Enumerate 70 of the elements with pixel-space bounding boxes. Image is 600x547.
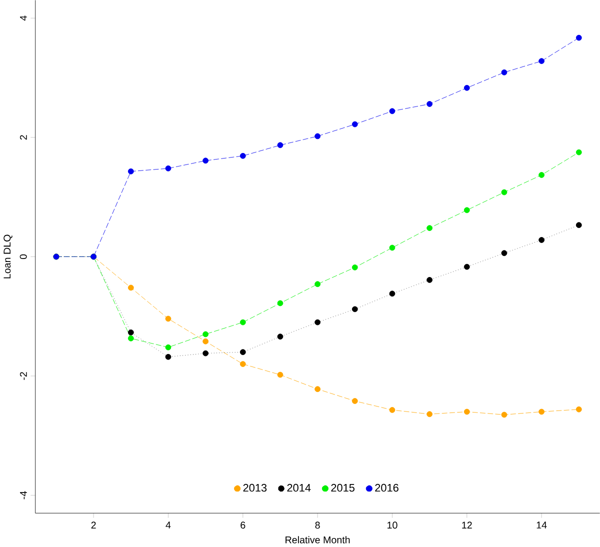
point [501, 69, 508, 76]
point [202, 338, 209, 344]
point [464, 264, 470, 270]
x-tick-label: 2 [91, 522, 96, 529]
point [389, 407, 396, 413]
point [464, 408, 470, 415]
point [277, 142, 284, 148]
point [202, 331, 209, 338]
y-tick-label: 2 [20, 135, 27, 140]
y-tick-label: 0 [20, 254, 27, 260]
x-tick-label: 10 [388, 522, 398, 529]
point [352, 264, 358, 270]
point [538, 172, 545, 178]
point [128, 335, 134, 342]
point [128, 329, 134, 336]
point [352, 398, 358, 404]
point [389, 244, 396, 251]
x-tick-label: 14 [536, 522, 547, 528]
y-tick-label: -2 [20, 372, 27, 380]
y-tick-label: 4 [20, 16, 27, 21]
point [165, 316, 172, 322]
point [314, 386, 321, 392]
y-tick-label: -4 [20, 491, 27, 500]
point [277, 300, 284, 306]
point [165, 354, 172, 360]
legend-label: 2013 [243, 484, 267, 492]
point [576, 149, 582, 156]
point [202, 350, 209, 356]
point [389, 108, 396, 114]
legend-label: 2014 [287, 484, 311, 492]
point [538, 408, 545, 415]
x-tick-label: 6 [240, 522, 246, 529]
point [128, 284, 134, 291]
point [426, 101, 433, 107]
legend-label: 2015 [331, 484, 354, 492]
x-tick-label: 8 [315, 522, 320, 529]
y-axis-title: Loan DLQ [4, 234, 12, 278]
point [128, 168, 134, 174]
point [501, 412, 508, 418]
point [314, 281, 321, 288]
point [277, 334, 284, 340]
point [501, 250, 508, 256]
x-axis-title: Relative Month [286, 536, 350, 544]
point [389, 290, 396, 297]
point [352, 121, 358, 128]
point [538, 58, 545, 64]
point [277, 372, 284, 378]
x-tick-label: 12 [462, 522, 472, 529]
point [165, 344, 172, 350]
x-tick-label: 4 [166, 522, 171, 528]
legend-label: 2016 [375, 484, 398, 492]
point [426, 411, 433, 418]
point [538, 237, 545, 243]
point [314, 133, 321, 140]
point [426, 277, 433, 283]
point [240, 349, 246, 356]
point [165, 165, 172, 172]
point [576, 406, 582, 412]
point [240, 152, 246, 159]
point [240, 319, 246, 326]
point [426, 225, 433, 232]
point [464, 84, 470, 91]
point [501, 189, 508, 196]
point [202, 158, 209, 164]
point [576, 222, 582, 228]
point [314, 319, 321, 326]
point [576, 34, 582, 41]
point [464, 207, 470, 214]
point [240, 361, 246, 367]
point [352, 306, 358, 312]
